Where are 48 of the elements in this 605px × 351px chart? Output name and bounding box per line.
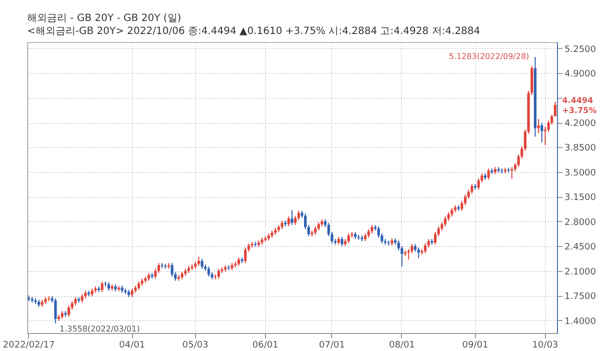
candlestick	[424, 242, 427, 254]
candlestick	[347, 232, 350, 244]
candlestick	[294, 215, 297, 226]
candlestick	[100, 280, 104, 293]
y-tick-label: 3.5000	[564, 168, 596, 178]
candlestick	[54, 298, 57, 324]
candlestick	[217, 268, 220, 280]
y-tick-label: 3.1500	[564, 193, 596, 204]
candlestick	[287, 216, 290, 227]
y-tick-label: 3.8500	[564, 144, 596, 154]
candlestick	[207, 266, 210, 277]
y-tick-label: 1.7500	[564, 292, 596, 302]
candlestick	[244, 247, 247, 264]
x-tick-label: 04/01	[119, 340, 146, 350]
y-tick-label: 4.2000	[564, 119, 596, 130]
annotation: 5.1283(2022/09/28)	[448, 52, 530, 61]
candlestick	[417, 247, 420, 259]
candlestick	[340, 236, 344, 247]
candlestick	[444, 216, 447, 227]
y-tick-label: 5.2500	[564, 44, 596, 55]
x-tick-label: 09/01	[462, 340, 488, 350]
annotation: 1.3558(2022/03/01)	[59, 324, 140, 334]
x-tick-label: 05/03	[182, 340, 208, 350]
y-tick-label: 2.4500	[564, 242, 596, 253]
x-tick-label: 10/03	[532, 340, 558, 350]
x-tick-label: 07/01	[319, 340, 345, 350]
candlestick	[197, 256, 200, 266]
candlestick	[487, 168, 490, 180]
candlestick	[68, 304, 70, 318]
candlestick	[477, 178, 480, 190]
candlestick	[510, 166, 514, 180]
candlestick	[154, 268, 157, 280]
x-tick-label: 08/01	[388, 340, 415, 350]
candlestick	[407, 248, 410, 260]
y-tick-label: 2.1000	[564, 267, 596, 278]
x-tick-label: 2022/02/17	[2, 340, 55, 350]
y-tick-label: 1.4000	[564, 316, 596, 327]
chart-title: 해외금리 - GB 20Y - GB 20Y (일)	[27, 13, 182, 24]
candlestick	[200, 258, 204, 270]
text: 4.4494 +3.75%	[562, 96, 597, 115]
candlestick	[170, 262, 174, 277]
candlestick	[290, 210, 294, 226]
candlestick	[540, 122, 544, 143]
y-tick-label: 4.9000	[564, 70, 596, 80]
y-tick-label: 2.8000	[564, 218, 596, 228]
candlestick	[537, 118, 540, 134]
chart-subtitle: <해외금리-GB 20Y> 2022/10/06 종:4.4494 ▲0.1610 +3.75% 시:4.2884 고:4.4928 저:4.2884	[27, 26, 480, 37]
x-tick-label: 06/01	[252, 340, 278, 350]
